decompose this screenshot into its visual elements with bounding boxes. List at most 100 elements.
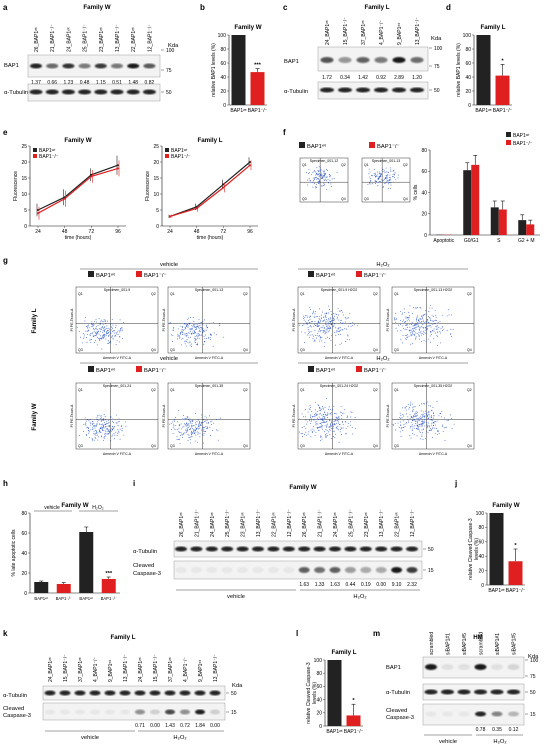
- flow-event: [112, 338, 114, 340]
- lane-label: 15_BAP1⁻/⁻: [153, 654, 159, 682]
- panel-m-group-labels: vehicle H₂O₂: [424, 734, 523, 745]
- flow-quadrant-label: Q4: [373, 348, 378, 352]
- flow-event: [325, 414, 326, 416]
- flow-event: [303, 324, 305, 326]
- flow-event: [376, 181, 378, 182]
- flow-event: [443, 329, 445, 331]
- chart-e1-ytick: 5: [24, 208, 27, 214]
- flow-event: [437, 429, 439, 431]
- flow-event: [339, 310, 341, 312]
- flow-event: [322, 176, 324, 178]
- flow-event: [307, 184, 309, 186]
- flow-event: [195, 412, 197, 414]
- flow-event: [326, 312, 328, 314]
- flow-event: [423, 403, 425, 405]
- flow-event: [318, 174, 319, 176]
- flow-event: [419, 431, 421, 433]
- quant-value: 0.92: [376, 75, 386, 81]
- flow-event: [433, 415, 435, 417]
- flow-event: [86, 427, 88, 428]
- flow-event: [330, 414, 332, 416]
- flow-event: [327, 413, 329, 415]
- flow-event: [329, 434, 331, 436]
- panel-a-quant: 1.37 0.66 1.23 0.48 1.15 0.51 1.48 0.82: [31, 80, 154, 86]
- flow-event: [320, 422, 322, 424]
- flow-event: [330, 186, 332, 188]
- flow-event: [111, 331, 113, 333]
- flow-event: [307, 329, 309, 331]
- flow-event: [187, 424, 189, 426]
- flow-event: [395, 319, 397, 320]
- flow-event: [317, 325, 319, 327]
- flow-event: [107, 433, 109, 435]
- flow-event: [188, 437, 190, 439]
- marker-label: 100: [530, 658, 539, 664]
- flow-event: [418, 332, 420, 333]
- flow-event: [174, 424, 176, 426]
- flow-event: [194, 331, 196, 333]
- blot-band: [149, 690, 161, 696]
- flow-event: [380, 173, 382, 175]
- flow-event: [415, 412, 417, 414]
- flow-event: [83, 423, 85, 425]
- blot-band: [338, 87, 352, 93]
- flow-event: [179, 431, 181, 433]
- flow-event: [119, 336, 121, 338]
- flow-event: [200, 414, 202, 416]
- flow-event: [428, 405, 430, 407]
- flow-event: [212, 345, 214, 347]
- flow-event: [111, 328, 113, 330]
- chart-e1-legend-label: BAP1⁻/⁻: [39, 154, 59, 160]
- flow-event: [417, 428, 419, 430]
- flow-event: [76, 326, 78, 328]
- flow-event: [327, 328, 328, 330]
- flow-event: [449, 414, 451, 416]
- chart-b-ylabel: relative BAP1 levels (%): [211, 43, 217, 97]
- panel-k-cleaved-label: Cleaved: [3, 706, 24, 712]
- flow-event: [426, 422, 428, 424]
- flow-event: [313, 339, 315, 341]
- flow-event: [175, 429, 177, 431]
- flow-quadrant-label: Q4: [467, 444, 472, 448]
- flow-event: [314, 421, 316, 423]
- flow-event: [373, 169, 375, 171]
- flow-event: [352, 322, 354, 323]
- flow-event: [319, 423, 321, 425]
- flow-event: [309, 306, 311, 308]
- lane-label: 12_BAP1⁻/⁻: [147, 24, 153, 52]
- chart-h-significance: ***: [105, 571, 113, 577]
- flow-event: [400, 418, 402, 420]
- flow-event: [103, 418, 105, 420]
- flow-event: [175, 416, 177, 418]
- flow-event: [102, 423, 104, 425]
- flow-event: [418, 329, 420, 330]
- flow-event: [342, 329, 344, 331]
- lane-label: 12_BAP1⁻/⁻: [410, 509, 416, 537]
- flow-event: [201, 429, 203, 431]
- chart-e1-legend-label: BAP1ʷᵗ: [39, 148, 55, 154]
- panel-c-kda: Kda: [431, 36, 442, 42]
- flow-event: [188, 322, 190, 324]
- chart-l-ytick: 20: [316, 711, 322, 717]
- flow-event: [413, 324, 415, 326]
- flow-event: [110, 333, 112, 335]
- flow-event: [437, 328, 439, 330]
- flow-event: [342, 427, 344, 429]
- flow-event: [338, 419, 340, 421]
- flow-event: [329, 321, 331, 323]
- flow-event: [426, 320, 428, 322]
- flow-event: [384, 172, 386, 173]
- flow-event: [316, 335, 318, 337]
- flow-event: [210, 434, 211, 436]
- flow-event: [430, 319, 432, 321]
- panel-c-bap1-blot: [317, 46, 429, 72]
- flow-event: [203, 426, 205, 428]
- flow-event: [117, 334, 119, 336]
- flow-event: [421, 333, 423, 334]
- flow-event: [326, 319, 328, 321]
- flow-event: [86, 342, 88, 343]
- flow-event: [111, 428, 113, 429]
- flow-event: [181, 326, 183, 328]
- chart-j-category: BAP1⁻/⁻: [506, 588, 526, 594]
